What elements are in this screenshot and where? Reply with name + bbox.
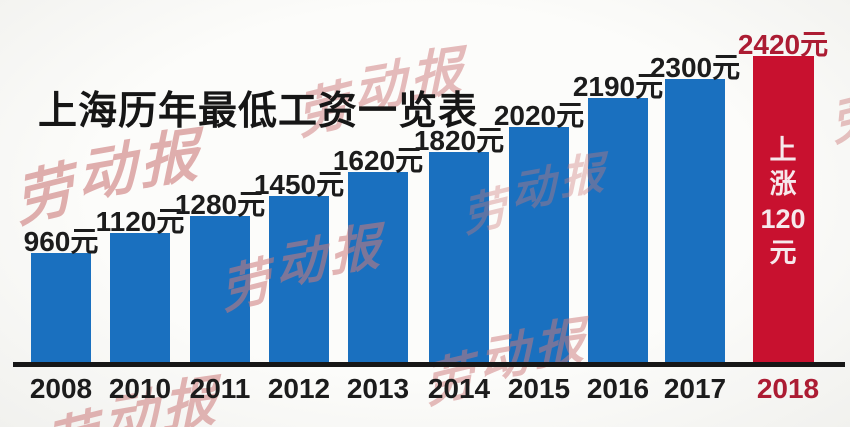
year-label-2015: 2015: [507, 373, 571, 404]
value-label-2008: 960元: [23, 226, 99, 257]
year-label-2010: 2010: [108, 373, 172, 404]
bar-2017: [665, 79, 725, 364]
value-label-2018: 2420元: [737, 29, 829, 60]
bar-2011: [190, 216, 250, 364]
bar-2012: [269, 196, 329, 364]
bar-2018: 上涨 120 元: [752, 56, 814, 364]
highlight-annotation-line: 涨: [769, 169, 797, 200]
bar-2008: [31, 253, 91, 364]
value-label-2016: 2190元: [572, 71, 664, 102]
bar-2014: [429, 152, 489, 364]
year-label-2017: 2017: [663, 373, 727, 404]
year-label-2013: 2013: [346, 373, 410, 404]
year-label-2016: 2016: [586, 373, 650, 404]
highlight-annotation-line: 上: [769, 135, 797, 166]
bar-2016: [588, 98, 648, 364]
year-label-2011: 2011: [189, 373, 251, 404]
highlight-annotation: 上涨 120 元: [753, 48, 814, 356]
year-label-2018: 2018: [756, 373, 820, 404]
bar-2010: [110, 233, 170, 364]
bar-2015: [509, 127, 569, 364]
value-label-2017: 2300元: [649, 52, 741, 83]
x-axis-line: [13, 362, 845, 367]
watermark-char: 劳: [827, 82, 850, 153]
value-label-2012: 1450元: [253, 169, 345, 200]
value-label-2014: 1820元: [413, 125, 505, 156]
year-label-2008: 2008: [29, 373, 93, 404]
year-label-2012: 2012: [267, 373, 331, 404]
chart-title: 上海历年最低工资一览表: [38, 90, 479, 133]
value-label-2011: 1280元: [174, 189, 266, 220]
value-label-2010: 1120元: [95, 206, 185, 237]
bar-2013: [348, 172, 408, 364]
year-label-2014: 2014: [427, 373, 491, 404]
highlight-annotation-line: 元: [769, 237, 797, 268]
value-label-2013: 1620元: [332, 145, 424, 176]
value-label-2015: 2020元: [493, 100, 585, 131]
highlight-annotation-line: 120: [760, 203, 806, 234]
